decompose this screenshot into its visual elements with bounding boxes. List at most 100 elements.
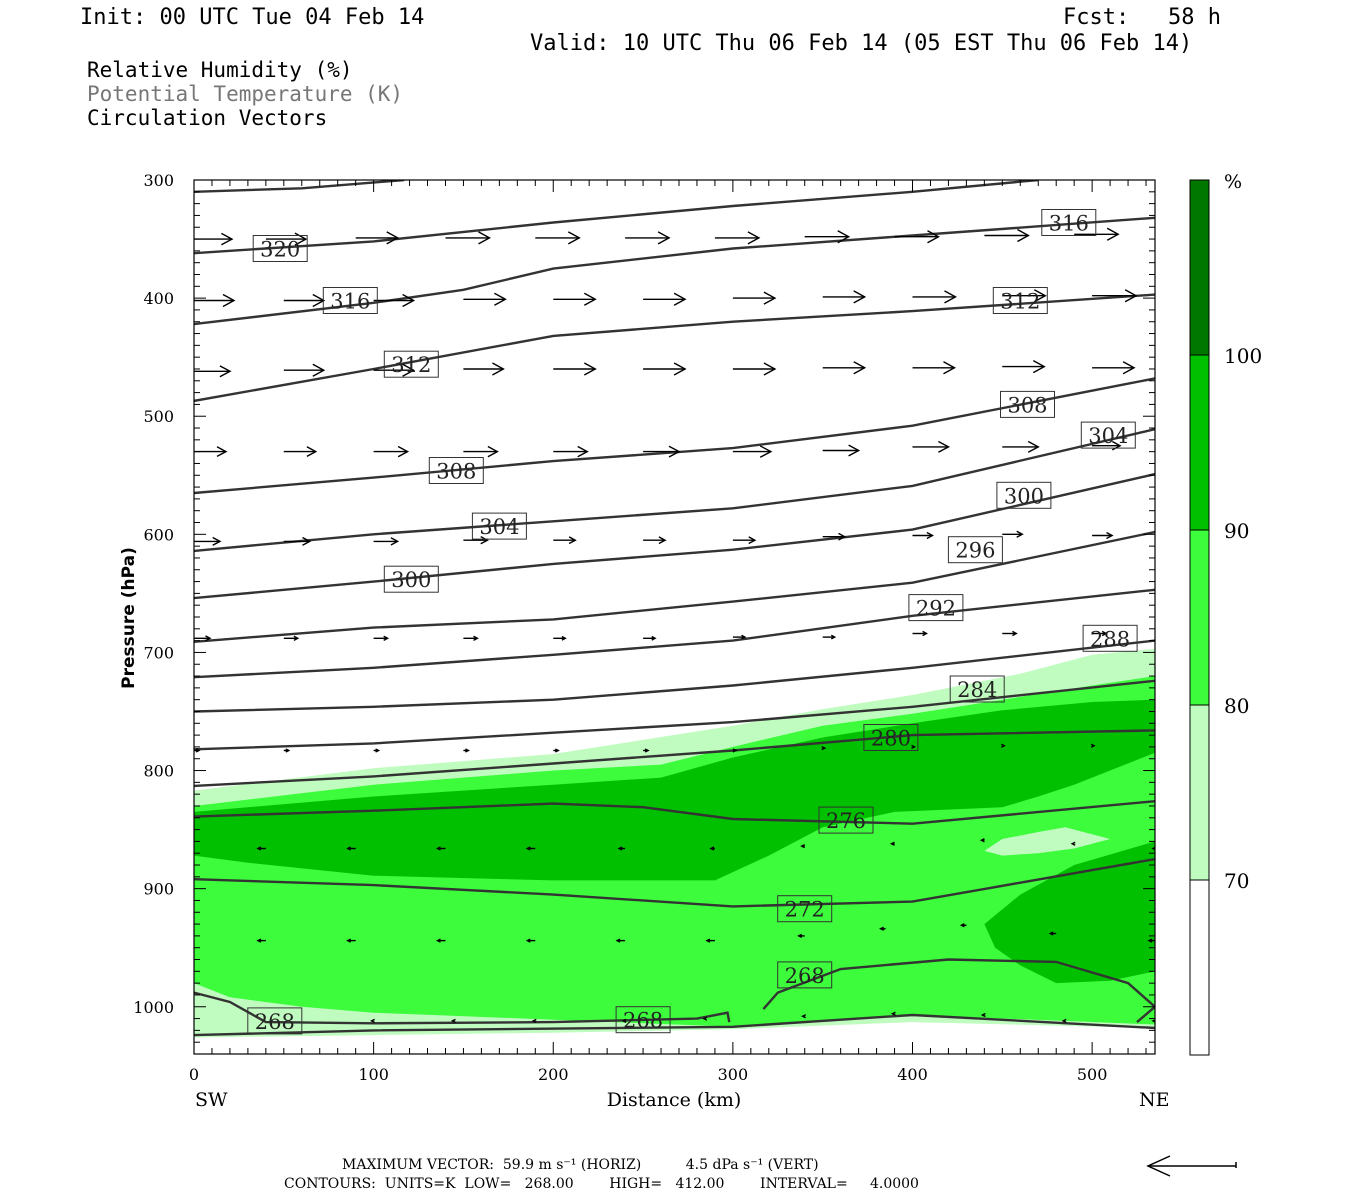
isentrope-line (194, 377, 1155, 495)
circulation-vector (370, 1018, 375, 1024)
reference-vector-arrow (1146, 1155, 1237, 1177)
circulation-vector (463, 445, 499, 458)
colorbar-level-label: 100 (1224, 344, 1262, 368)
contour-label: 276 (818, 806, 874, 834)
contour-label: 308 (428, 457, 484, 484)
circulation-vector (194, 232, 234, 246)
circulation-vector (463, 362, 505, 376)
circulation-vector (643, 536, 667, 545)
svg-text:316: 316 (1049, 212, 1089, 236)
circulation-vector (194, 536, 222, 546)
svg-text:312: 312 (1000, 290, 1040, 314)
svg-text:320: 320 (260, 238, 300, 262)
circulation-vector (912, 440, 950, 453)
isentrope-line (194, 991, 731, 1025)
svg-text:292: 292 (916, 597, 956, 621)
circulation-vector (732, 362, 777, 376)
circulation-vector (346, 846, 356, 851)
circulation-vector (355, 231, 400, 245)
colorbar-segment (1189, 879, 1210, 1056)
svg-text:284: 284 (957, 678, 997, 702)
svg-text:268: 268 (785, 964, 825, 988)
contour-label: 308 (1000, 390, 1055, 418)
circulation-vector (912, 290, 957, 304)
contour-label: 320 (252, 235, 308, 262)
contour-label: 268 (247, 1007, 303, 1035)
isentrope-line (194, 216, 1155, 326)
contour-label: 312 (383, 350, 439, 378)
svg-text:300: 300 (391, 568, 431, 592)
circulation-vector (625, 231, 671, 245)
circulation-vector (821, 745, 827, 751)
circulation-vector (643, 748, 650, 753)
x-tick-label: 500 (1077, 1065, 1108, 1084)
contour-labels: 320 316 316 312 312 308 304 308 300 304 296 300 292 2… (247, 209, 1138, 1035)
y-tick-label: 400 (143, 289, 174, 308)
isentrope-line (194, 729, 1155, 788)
contour-label: 284 (949, 675, 1005, 703)
svg-text:280: 280 (871, 727, 911, 751)
circulation-vector (1092, 531, 1114, 540)
circulation-vector (643, 362, 687, 376)
circulation-vector (1092, 361, 1136, 375)
circulation-vector (435, 938, 446, 943)
colorbar-level-label: 70 (1224, 869, 1249, 893)
circulation-vector (283, 446, 318, 458)
y-tick-label: 800 (143, 762, 174, 781)
colorbar-segment (1189, 529, 1210, 706)
colorbar-segment (1189, 179, 1210, 356)
circulation-vector (822, 361, 867, 375)
y-tick-label: 700 (143, 643, 174, 662)
isentrope-line (194, 472, 1155, 600)
isentrope-line (194, 428, 1155, 553)
y-tick-label: 900 (143, 880, 174, 899)
circulation-vector (959, 923, 967, 928)
svg-text:312: 312 (391, 353, 431, 377)
circulation-vector (194, 365, 232, 378)
contour-label: 300 (996, 481, 1052, 509)
y-axis-label: Pressure (hPa) (119, 547, 139, 689)
circulation-vector (800, 843, 806, 849)
circulation-vector (984, 228, 1030, 243)
isentrope-line (194, 1013, 1155, 1037)
circulation-vector (1090, 743, 1096, 748)
circulation-vector (979, 838, 985, 843)
circulation-vector (732, 536, 757, 545)
circulation-vector (373, 635, 390, 642)
circulation-vector (822, 290, 867, 304)
circulation-vector (1002, 359, 1046, 374)
isentrope-line (194, 800, 1155, 825)
y-tick-label: 600 (143, 525, 174, 544)
circulation-vector (1002, 289, 1047, 303)
circulation-vector (525, 846, 536, 851)
colorbar-level-label: 90 (1224, 519, 1249, 543)
x-axis-left-end: SW (195, 1089, 228, 1111)
colorbar-segment (1189, 354, 1210, 531)
isentrope-line (194, 588, 1155, 679)
circulation-vector (804, 230, 851, 244)
field-theta-title: Potential Temperature (K) (87, 82, 404, 106)
contour-label: 312 (992, 287, 1048, 314)
contour-label: 288 (1082, 624, 1138, 652)
circulation-vector (705, 938, 715, 943)
circulation-vector (283, 635, 300, 642)
svg-text:308: 308 (1007, 393, 1047, 417)
colorbar-level-label: 80 (1224, 694, 1249, 718)
circulation-vector (346, 938, 356, 943)
circulation-vector (894, 230, 940, 244)
contour-label: 316 (1041, 209, 1097, 236)
contour-label: 268 (777, 961, 833, 989)
circulation-vector (617, 846, 626, 851)
y-tick-label: 1000 (133, 998, 174, 1017)
circulation-vector (256, 938, 266, 943)
svg-text:300: 300 (1004, 484, 1044, 508)
circulation-vector (732, 445, 773, 458)
svg-text:316: 316 (330, 290, 370, 314)
svg-text:308: 308 (436, 460, 476, 484)
isentrope-line (194, 293, 1155, 403)
circulation-vector (463, 748, 470, 753)
circulation-vector (643, 292, 687, 306)
x-axis-label: Distance (km) (607, 1089, 742, 1111)
circulation-vector (890, 1011, 896, 1016)
